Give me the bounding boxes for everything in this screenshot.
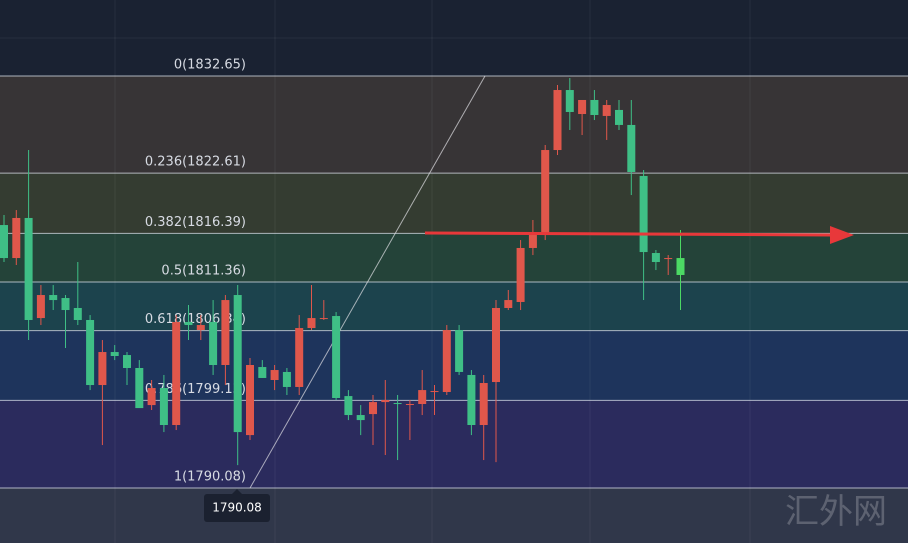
red-arrow <box>424 226 854 244</box>
trendline <box>249 75 486 489</box>
candle-body <box>123 355 131 369</box>
candle-body <box>319 318 328 320</box>
fib-bands <box>0 75 908 543</box>
candle-body <box>651 253 660 263</box>
candle-body <box>541 150 550 236</box>
price-tag: 1790.08 <box>204 489 270 523</box>
arrow-shaft <box>424 231 833 237</box>
candle-body <box>418 390 427 405</box>
candle-body <box>295 328 304 387</box>
candle-body <box>381 400 390 403</box>
candle-body <box>258 367 267 378</box>
fib-level-label: 0.618(1806.34) <box>145 312 246 327</box>
candle-body <box>602 105 611 116</box>
tag-pointer <box>232 489 242 495</box>
candles <box>0 78 685 466</box>
candle-body <box>73 307 82 320</box>
candle-body <box>61 298 70 311</box>
candle-body <box>246 365 254 436</box>
candle-body <box>307 318 316 329</box>
candle-body <box>664 258 673 260</box>
fib-level-label: 0.786(1799.13) <box>145 382 246 397</box>
candle-body <box>184 322 193 326</box>
candle-body <box>369 402 377 415</box>
fib-band <box>0 282 908 331</box>
candle-body <box>24 217 33 320</box>
fib-band <box>0 400 908 489</box>
candle-body <box>344 396 353 416</box>
candle-body <box>590 99 599 115</box>
candle-body <box>12 217 21 259</box>
fib-level-label: 0.236(1822.61) <box>145 155 246 170</box>
tag-box <box>204 494 270 523</box>
candle-body <box>467 374 476 426</box>
candle-body <box>504 300 513 308</box>
fib-level-label: 0(1832.65) <box>174 57 246 72</box>
candle-body <box>430 391 439 393</box>
candle-body <box>332 316 341 399</box>
candle-body <box>209 322 218 366</box>
candle-body <box>639 175 648 253</box>
fib-level-label: 0.5(1811.36) <box>161 264 246 279</box>
candle-body <box>676 258 685 275</box>
candle-body <box>627 124 636 172</box>
candle-body <box>36 295 45 319</box>
candle-body <box>516 247 525 302</box>
candle-body <box>159 388 168 426</box>
fib-trendline <box>249 75 486 489</box>
candle-body <box>356 415 365 421</box>
fib-band <box>0 173 908 234</box>
candle-body <box>492 307 500 383</box>
fib-level-label: 1(1790.08) <box>174 470 246 485</box>
candle-body <box>615 109 623 125</box>
fib-levels: 0(1832.65) 0.236(1822.61) 0.382(1816.39) 0.… <box>0 57 908 489</box>
candle-body <box>233 295 242 433</box>
fib-band <box>0 488 908 543</box>
candle-body <box>196 325 205 331</box>
candle-body <box>455 330 464 372</box>
candle-body <box>578 99 587 115</box>
candle-body <box>405 404 414 406</box>
candle-body <box>172 322 181 426</box>
candle-body <box>221 300 230 366</box>
candle-body <box>479 383 488 426</box>
candle-body <box>147 388 156 406</box>
candle-body <box>49 295 58 301</box>
candle-body <box>135 368 144 409</box>
fib-level-label: 0.382(1816.39) <box>145 215 246 230</box>
fib-band <box>0 233 908 283</box>
candle-body <box>528 235 537 248</box>
candle-body <box>565 90 574 112</box>
candle-body <box>553 90 562 151</box>
tag-label: 1790.08 <box>212 501 262 515</box>
candle-body <box>86 319 95 386</box>
fib-band <box>0 75 908 174</box>
candle-body <box>282 371 291 387</box>
watermark: 汇外网 <box>785 492 887 532</box>
arrow-head <box>830 226 854 244</box>
candle-body <box>393 403 402 405</box>
candle-body <box>442 330 451 393</box>
candle-body <box>98 352 107 386</box>
candle-body <box>270 370 279 381</box>
candle-body <box>0 225 8 259</box>
candle-body <box>110 352 119 356</box>
